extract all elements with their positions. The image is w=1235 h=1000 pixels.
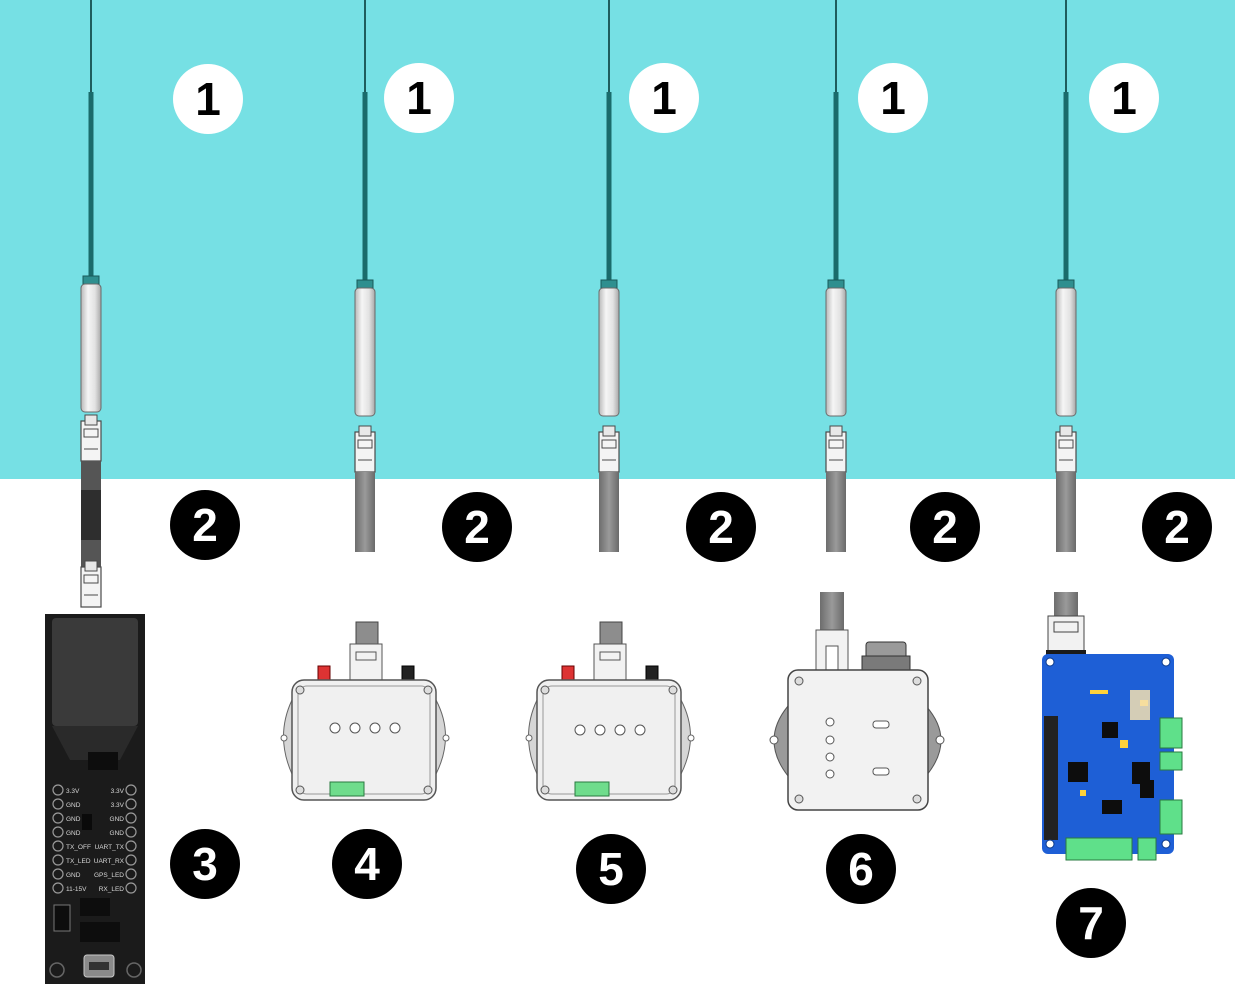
device-6-enclosure xyxy=(769,592,945,811)
badge-sensor-3: 1 xyxy=(629,63,699,133)
pcb-label-right-7: GPS_LED xyxy=(94,872,124,879)
badge-adapter-4: 2 xyxy=(910,492,980,562)
pcb-label-left-7: GND xyxy=(66,872,81,879)
adapter-cable-1 xyxy=(80,414,102,608)
device-4-enclosure xyxy=(280,621,450,801)
badge-sensor-1: 1 xyxy=(173,64,243,134)
pcb-label-right-4: GND xyxy=(110,830,125,837)
pcb-label-left-3: GND xyxy=(66,816,81,823)
pcb-label-right-6: UART_RX xyxy=(94,858,125,865)
pcb-label-right-1: 3.3V xyxy=(111,788,125,795)
water-level-sensor-1 xyxy=(80,0,102,413)
water-level-sensor-5 xyxy=(1055,0,1077,417)
pcb-label-right-5: UART_TX xyxy=(95,844,125,851)
badge-adapter-2: 2 xyxy=(442,492,512,562)
water-level-sensor-4 xyxy=(825,0,847,417)
pcb-label-left-1: 3.3V xyxy=(66,788,80,795)
pcb-label-right-3: GND xyxy=(110,816,125,823)
badge-device-3: 3 xyxy=(170,829,240,899)
pcb-label-right-2: 3.3V xyxy=(111,802,125,809)
badge-adapter-5: 2 xyxy=(1142,492,1212,562)
pcb-label-left-6: TX_LED xyxy=(66,858,91,865)
badge-sensor-4: 1 xyxy=(858,63,928,133)
adapter-cable-4 xyxy=(825,425,847,552)
badge-adapter-1: 2 xyxy=(170,490,240,560)
pcb-label-right-8: RX_LED xyxy=(99,886,125,893)
badge-sensor-2: 1 xyxy=(384,63,454,133)
pcb-label-left-5: TX_OFF xyxy=(66,844,91,851)
badge-device-7: 7 xyxy=(1056,888,1126,958)
pcb-label-left-8: 11-15V xyxy=(66,886,87,893)
water-level-sensor-3 xyxy=(598,0,620,417)
badge-sensor-5: 1 xyxy=(1089,63,1159,133)
badge-device-6: 6 xyxy=(826,834,896,904)
adapter-cable-2 xyxy=(354,425,376,552)
device-5-enclosure xyxy=(525,621,695,801)
badge-device-4: 4 xyxy=(332,829,402,899)
device-7-circuit-board xyxy=(1042,592,1183,861)
adapter-cable-5 xyxy=(1055,425,1077,552)
water-level-sensor-2 xyxy=(354,0,376,417)
adapter-cable-3 xyxy=(598,425,620,552)
badge-adapter-3: 2 xyxy=(686,492,756,562)
badge-device-5: 5 xyxy=(576,834,646,904)
pcb-label-left-2: GND xyxy=(66,802,81,809)
device-3-pcb: 3.3V GND GND GND TX_OFF TX_LED GND 11-15… xyxy=(45,614,145,984)
pcb-label-left-4: GND xyxy=(66,830,81,837)
